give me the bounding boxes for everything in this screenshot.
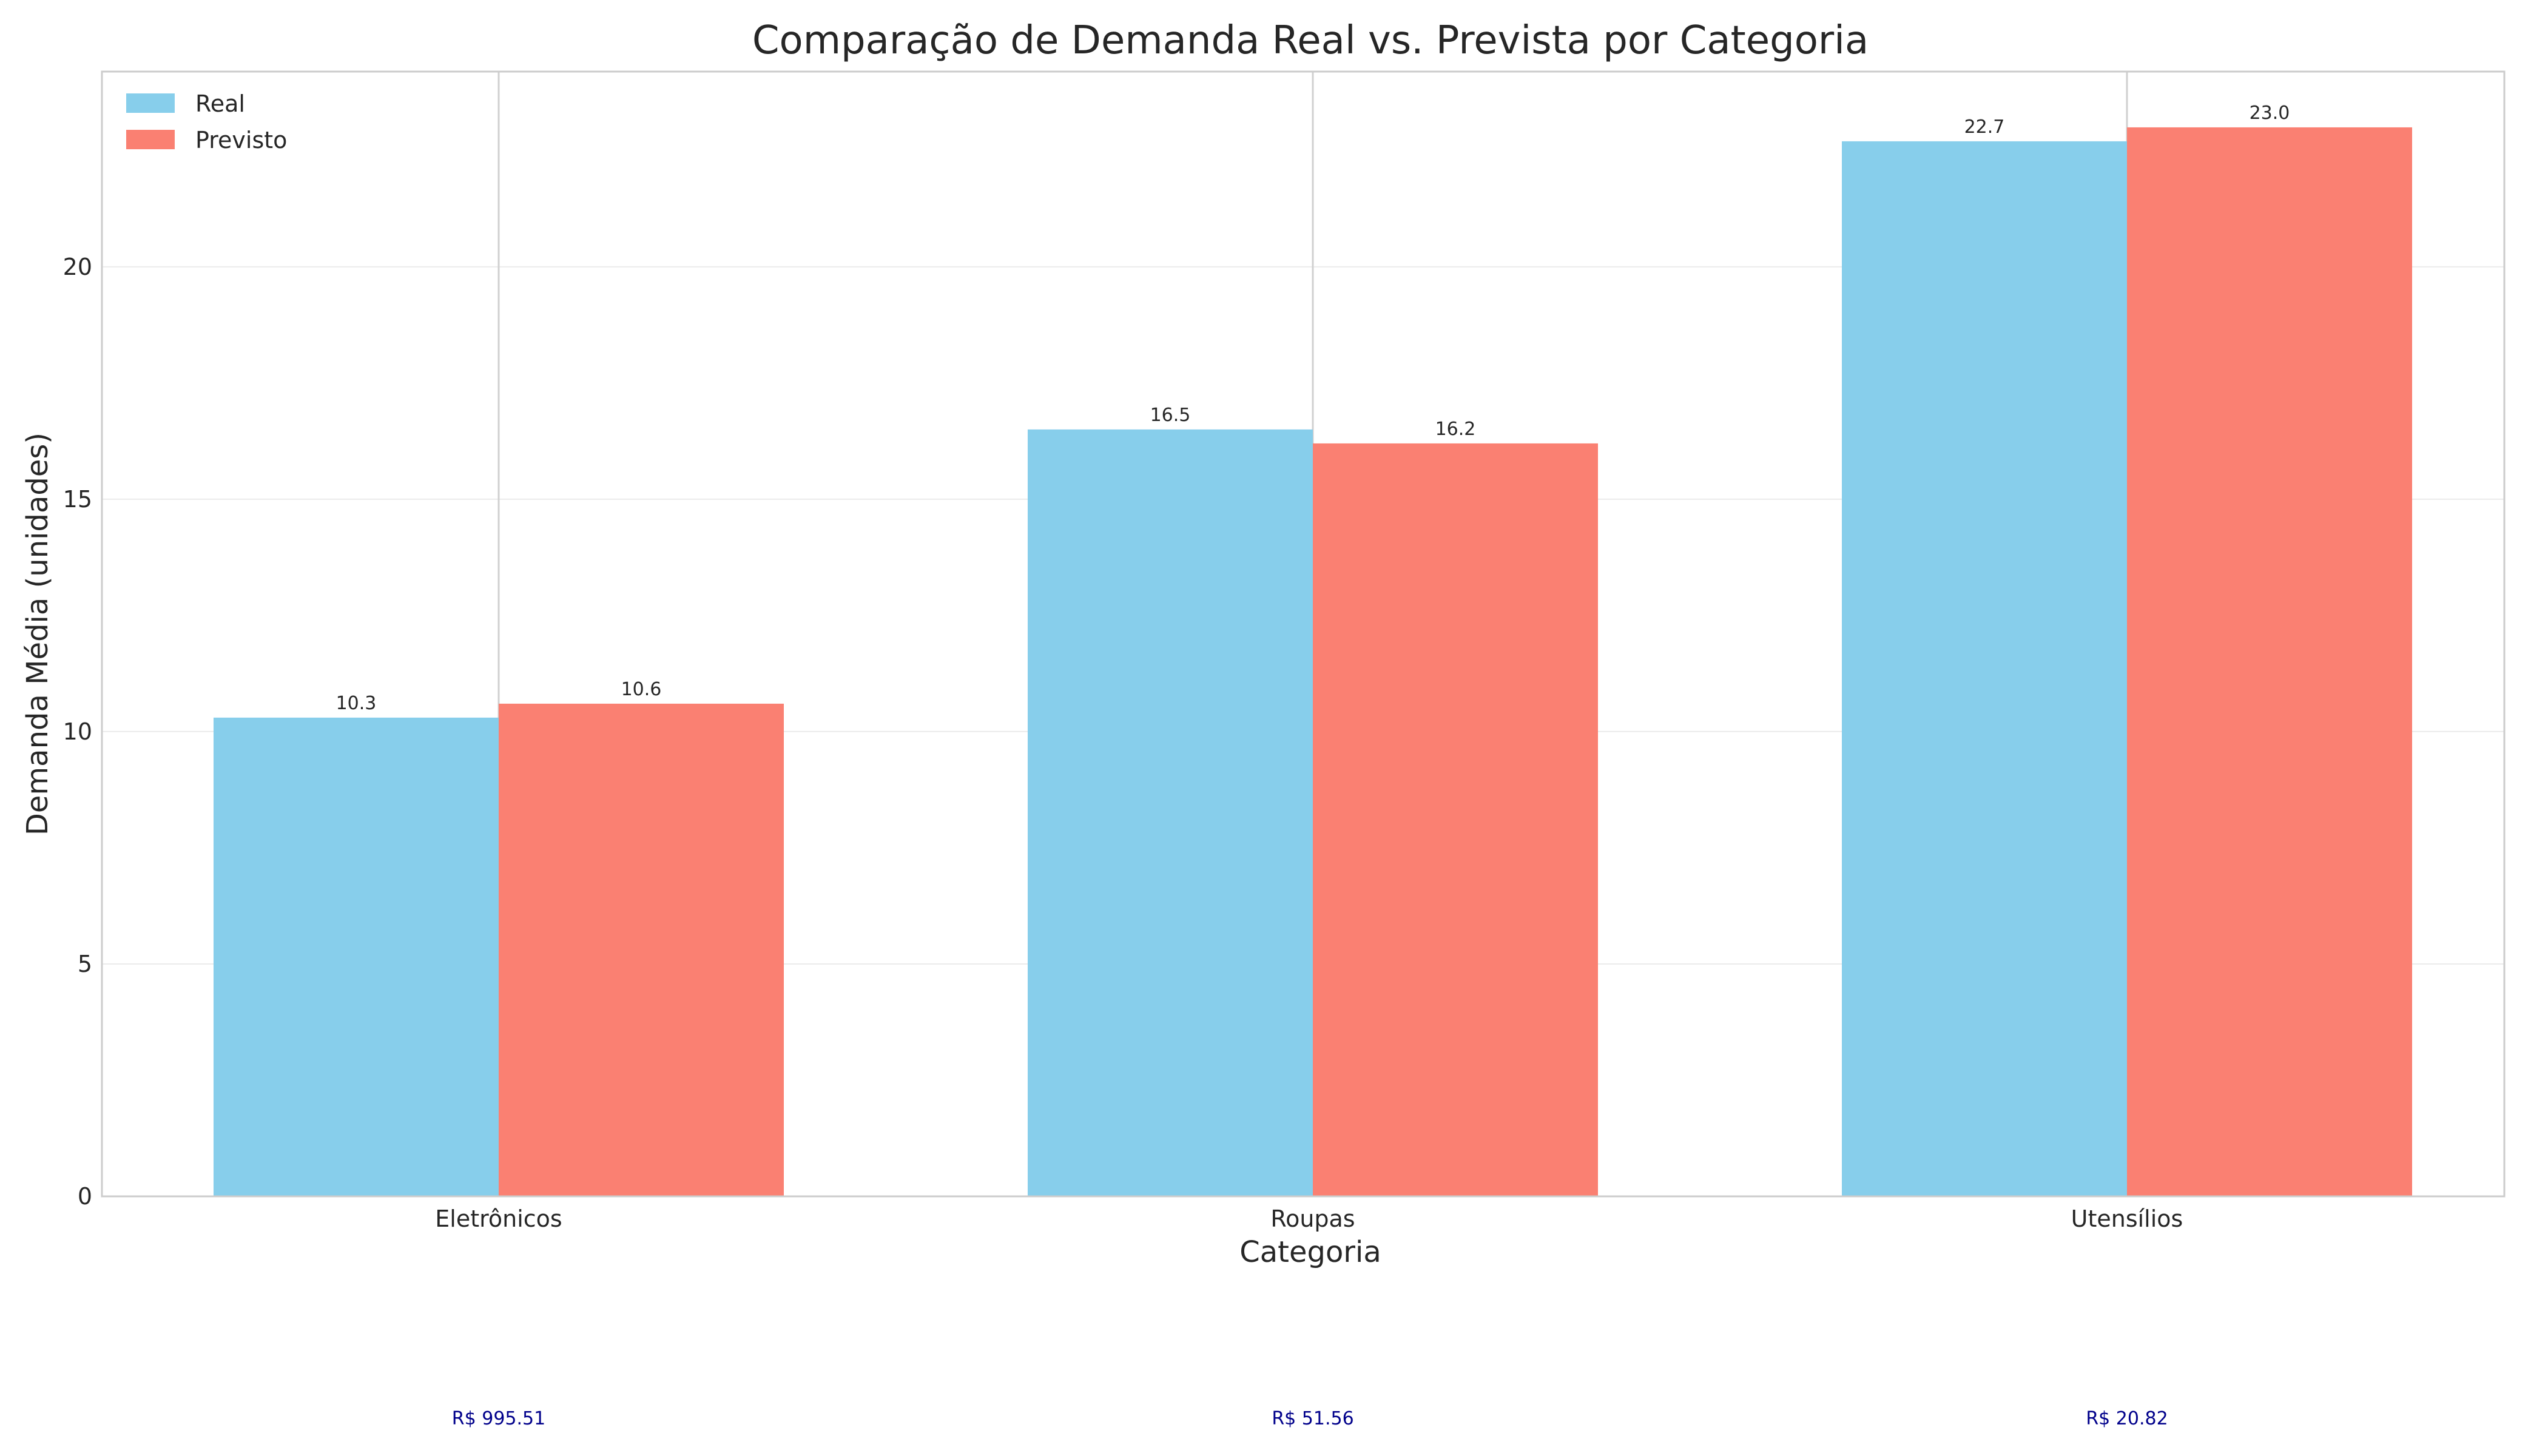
- data-label-real-0: 10.3: [336, 693, 377, 714]
- x-tick-label: Eletrônicos: [435, 1205, 562, 1232]
- data-label-previsto-2: 23.0: [2250, 103, 2290, 124]
- legend-swatch-previsto: [126, 130, 175, 149]
- price-annotation: R$ 20.82: [2086, 1408, 2168, 1429]
- bar-real-0: [214, 717, 499, 1196]
- legend-label-previsto: Previsto: [195, 127, 287, 153]
- price-annotation: R$ 995.51: [452, 1408, 545, 1429]
- x-axis-label: Categoria: [1239, 1235, 1381, 1269]
- data-label-real-1: 16.5: [1150, 405, 1191, 426]
- bar-previsto-2: [2127, 127, 2412, 1197]
- legend-swatch-real: [126, 93, 175, 113]
- axis-ticks: 0 5 10 15 20 Eletrônicos Roupas Utensílios: [63, 254, 2183, 1232]
- y-tick-label: 10: [63, 718, 92, 745]
- price-annotations: R$ 995.51 R$ 51.56 R$ 20.82: [452, 1408, 2168, 1429]
- data-label-previsto-0: 10.6: [621, 679, 662, 700]
- plot-frame: [101, 70, 2506, 1198]
- bars: [214, 127, 2412, 1197]
- bar-previsto-1: [1313, 443, 1598, 1196]
- legend-label-real: Real: [195, 90, 245, 117]
- legend: Real Previsto: [126, 90, 287, 153]
- y-tick-label: 5: [78, 951, 92, 977]
- data-label-real-2: 22.7: [1964, 116, 2005, 138]
- bar-real-1: [1028, 429, 1313, 1196]
- x-tick-label: Roupas: [1270, 1205, 1355, 1232]
- data-label-previsto-1: 16.2: [1435, 419, 1476, 440]
- y-tick-label: 20: [63, 254, 92, 280]
- bar-real-2: [1842, 141, 2127, 1196]
- x-tick-label: Utensílios: [2071, 1205, 2183, 1232]
- y-tick-label: 0: [78, 1183, 92, 1210]
- chart-title: Comparação de Demanda Real vs. Prevista …: [752, 18, 1869, 63]
- data-labels: 10.3 16.5 22.7 10.6 16.2 23.0: [336, 103, 2290, 714]
- price-annotation: R$ 51.56: [1272, 1408, 1353, 1429]
- y-axis-label: Demanda Média (unidades): [21, 433, 55, 835]
- bar-previsto-0: [499, 703, 784, 1196]
- y-tick-label: 15: [63, 486, 92, 513]
